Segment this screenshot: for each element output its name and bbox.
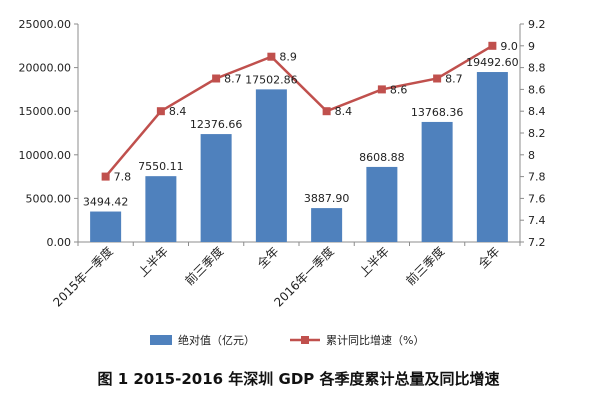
- legend-bar-swatch: [150, 335, 172, 345]
- category-label: 2015年一季度: [50, 244, 116, 310]
- line-marker: [156, 107, 165, 116]
- legend-bar-label: 绝对值（亿元）: [178, 333, 255, 347]
- growth-line: [104, 44, 494, 178]
- bar: [421, 121, 453, 242]
- bar: [90, 211, 122, 242]
- bar: [255, 89, 287, 242]
- category-label: 上半年: [136, 244, 171, 279]
- bar-value-label: 3494.42: [83, 196, 129, 209]
- left-tick-label: 20000.00: [19, 62, 72, 75]
- bar: [366, 166, 398, 242]
- bar: [200, 134, 232, 242]
- bar-value-label: 8608.88: [359, 151, 405, 164]
- right-tick-label: 7.4: [528, 214, 546, 227]
- line-marker: [101, 172, 110, 181]
- bar: [476, 72, 508, 242]
- category-label: 全年: [475, 244, 503, 272]
- bar-value-label: 19492.60: [466, 56, 519, 69]
- bar: [311, 208, 343, 242]
- line-marker: [322, 107, 331, 116]
- right-tick-label: 7.8: [528, 171, 546, 184]
- right-tick-label: 8.4: [528, 105, 546, 118]
- left-tick-label: 15000.00: [19, 105, 72, 118]
- bar-value-label: 13768.36: [411, 106, 464, 119]
- right-tick-label: 7.2: [528, 236, 546, 249]
- line-marker: [433, 74, 442, 83]
- right-tick-label: 8: [528, 149, 535, 162]
- right-tick-label: 7.6: [528, 192, 546, 205]
- bar-value-label: 7550.11: [138, 160, 184, 173]
- category-label: 前三季度: [182, 244, 227, 289]
- line-marker: [267, 52, 276, 61]
- line-marker: [212, 74, 221, 83]
- left-tick-label: 5000.00: [26, 192, 72, 205]
- legend-line-label: 累计同比增速（%）: [326, 333, 424, 347]
- right-tick-label: 9: [528, 40, 535, 53]
- line-value-label: 9.0: [500, 40, 518, 53]
- line-value-label: 8.4: [335, 105, 353, 118]
- right-tick-label: 9.2: [528, 18, 546, 31]
- left-tick-label: 10000.00: [19, 149, 72, 162]
- line-value-label: 8.7: [445, 73, 463, 86]
- bar-value-label: 12376.66: [190, 118, 243, 131]
- line-marker: [488, 41, 497, 50]
- left-tick-label: 0.00: [47, 236, 72, 249]
- category-label: 上半年: [357, 244, 392, 279]
- left-tick-label: 25000.00: [19, 18, 72, 31]
- line-value-label: 8.7: [224, 73, 242, 86]
- bar-value-label: 3887.90: [304, 192, 350, 205]
- category-label: 全年: [254, 244, 282, 272]
- legend-line-marker: [301, 336, 309, 344]
- line-value-label: 8.6: [390, 83, 408, 96]
- line-value-label: 8.9: [279, 51, 297, 64]
- category-label: 前三季度: [403, 244, 448, 289]
- right-tick-label: 8.8: [528, 62, 546, 75]
- right-tick-label: 8.2: [528, 127, 546, 140]
- line-marker: [377, 85, 386, 94]
- line-value-label: 8.4: [169, 105, 187, 118]
- right-tick-label: 8.6: [528, 83, 546, 96]
- figure-caption: 图 1 2015-2016 年深圳 GDP 各季度累计总量及同比增速: [97, 370, 500, 388]
- chart-svg: 0.00 5000.00 10000.00 15000.00 20000.00 25000…: [19, 18, 546, 347]
- bar-value-label: 17502.86: [245, 73, 298, 86]
- line-value-label: 7.8: [114, 171, 132, 184]
- bar: [145, 176, 177, 242]
